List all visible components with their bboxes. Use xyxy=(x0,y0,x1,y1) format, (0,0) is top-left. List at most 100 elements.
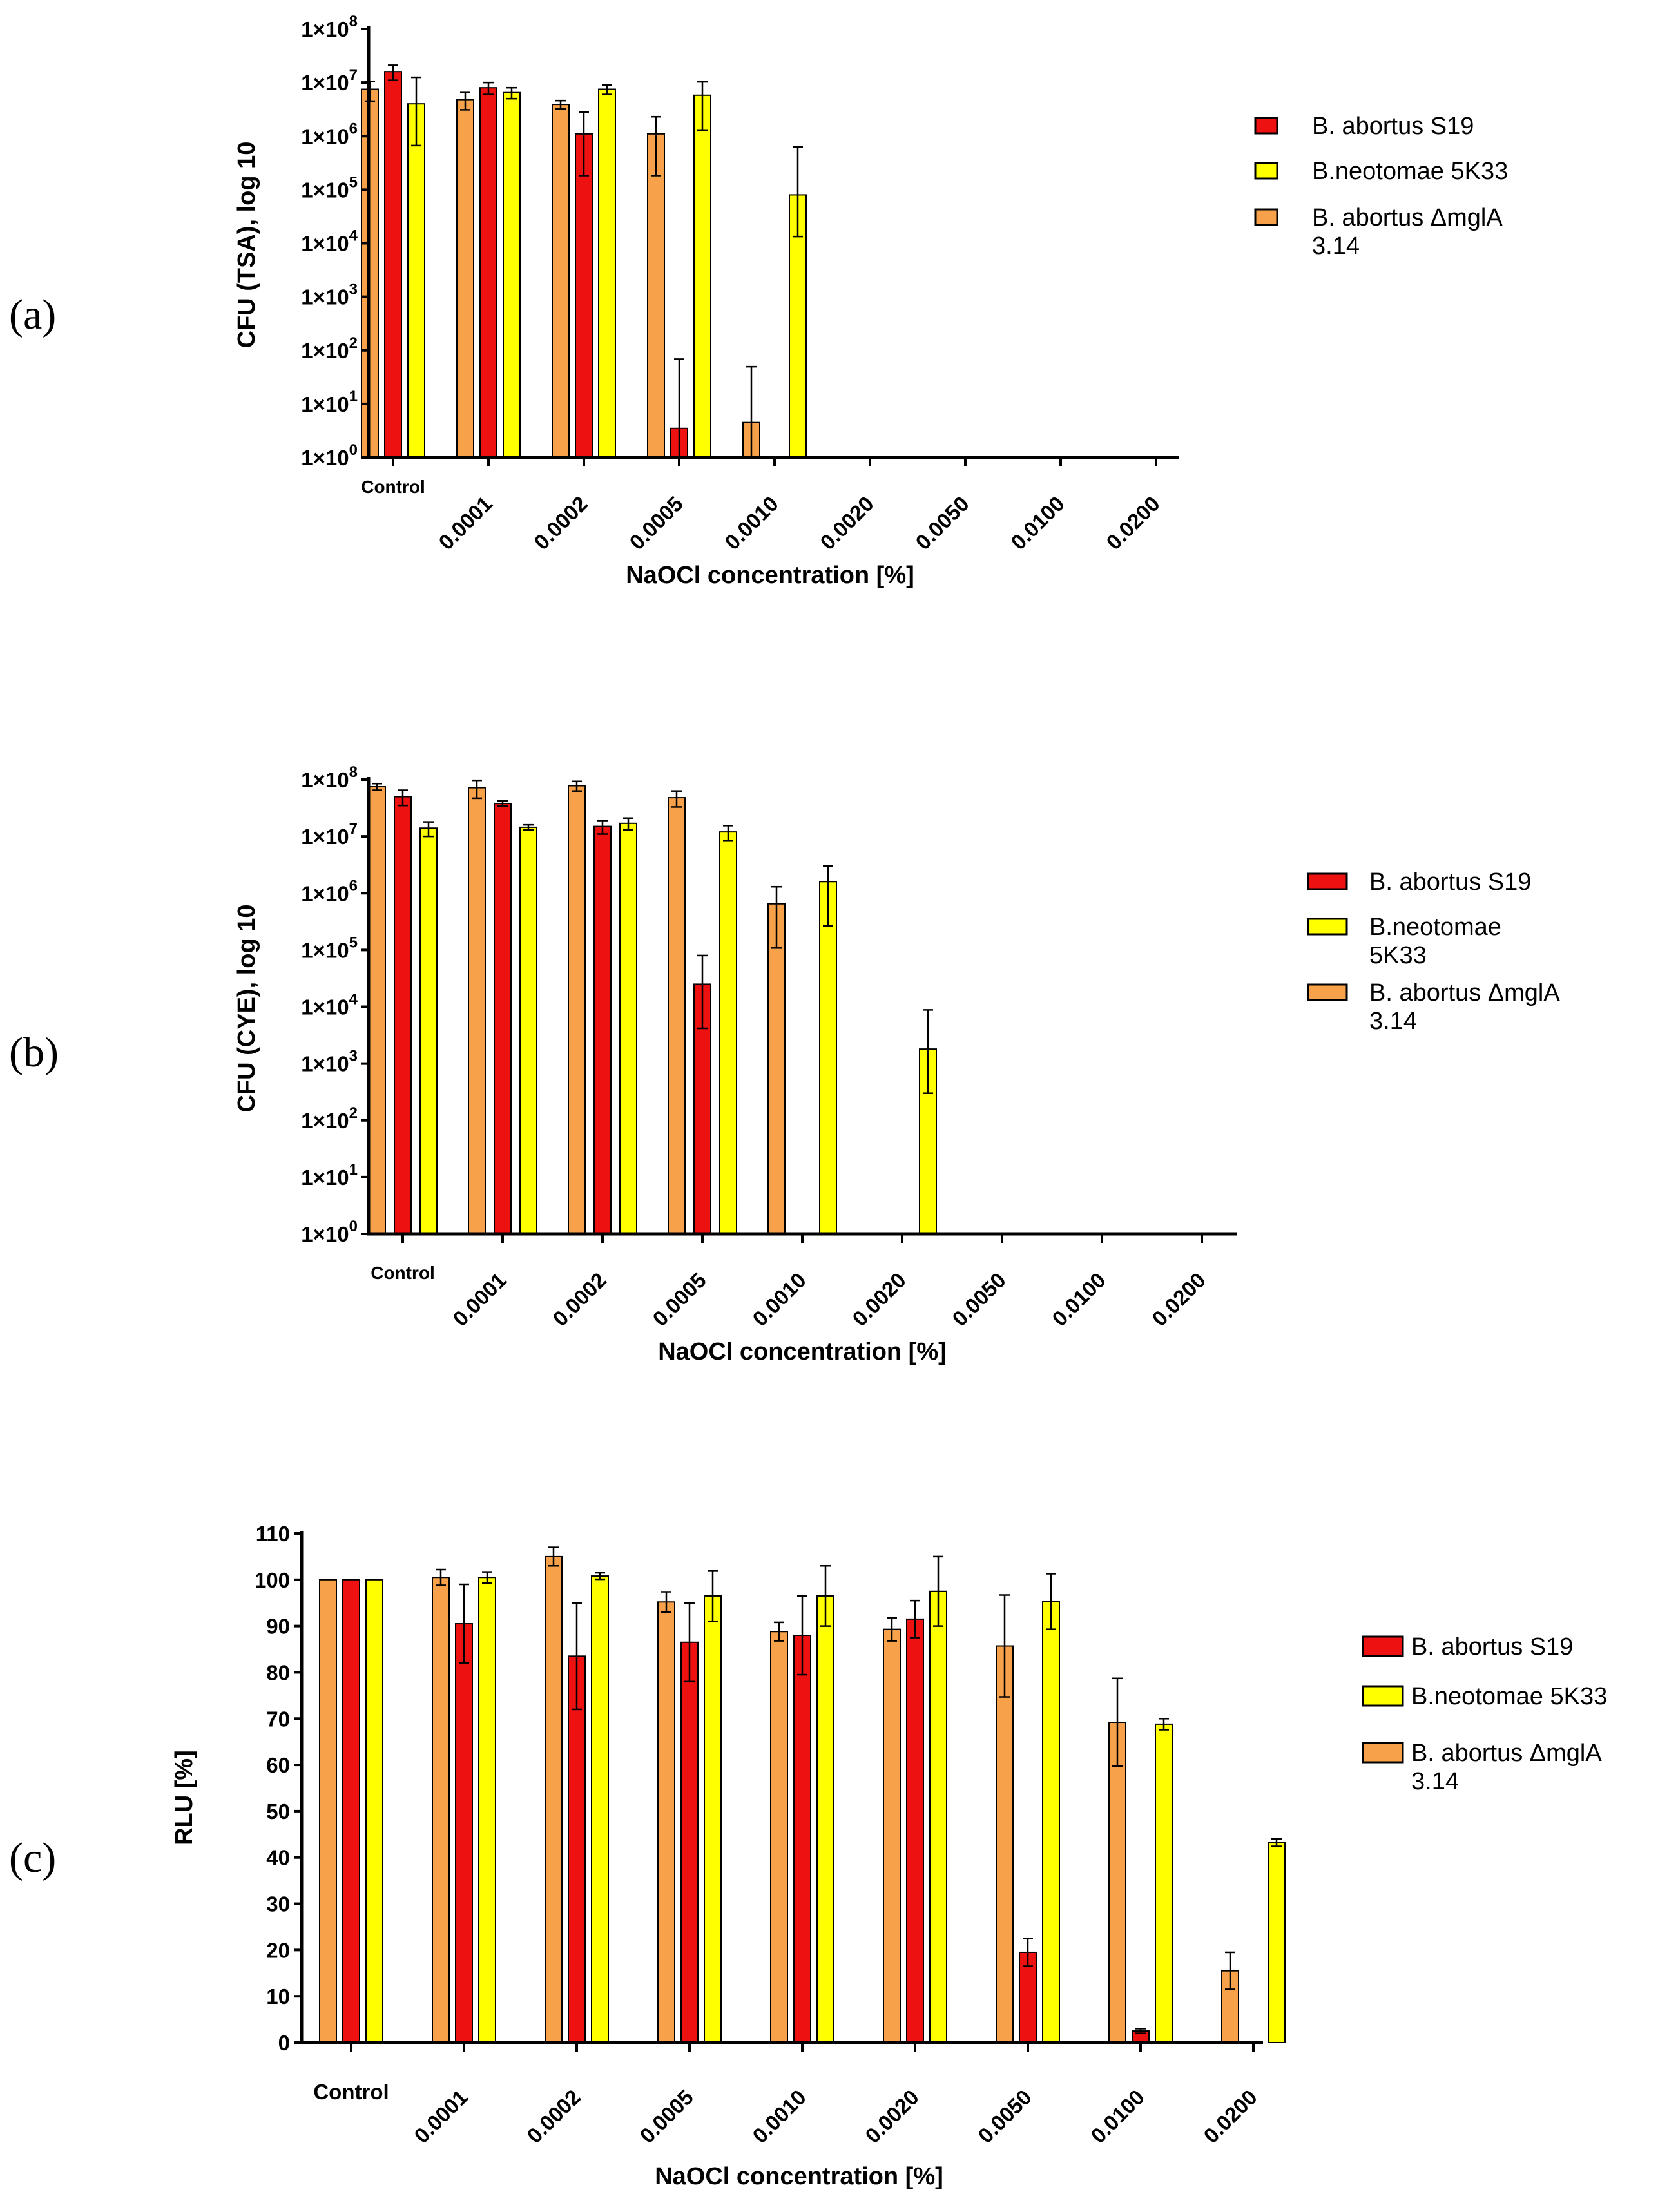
x-tick-label: Control xyxy=(313,2080,389,2104)
y-tick-label: 1×102 xyxy=(301,334,358,363)
x-axis-title: NaOCl concentration [%] xyxy=(655,2163,943,2190)
bar-b-neotomae-5k33-0-0005 xyxy=(719,831,737,1235)
legend-label: 3.14 xyxy=(1411,1768,1459,1795)
bar-b-neotomae-5k33-control xyxy=(420,827,438,1235)
bar-b-neotomae-5k33-0-0002 xyxy=(591,1575,609,2043)
legend-swatch-b-neotomae xyxy=(1362,1685,1404,1707)
bar-b-abortus-mgla-3-14-control xyxy=(319,1579,337,2043)
bar-b-abortus-mgla-3-14-0-0010 xyxy=(767,903,786,1235)
bar-b-abortus-mgla-3-14-0-0010 xyxy=(770,1631,788,2044)
y-tick-label: 30 xyxy=(266,1892,290,1916)
legend-label: B. abortus S19 xyxy=(1312,113,1474,140)
legend-label: B.neotomae 5K33 xyxy=(1411,1683,1607,1710)
y-tick-label: 110 xyxy=(256,1522,290,1546)
x-axis-title: NaOCl concentration [%] xyxy=(658,1338,947,1365)
bar-b-neotomae-5k33-0-0100 xyxy=(1155,1723,1173,2043)
y-tick-label: 1×103 xyxy=(301,281,358,309)
y-axis-title: RLU [%] xyxy=(171,1750,198,1845)
legend-label: 3.14 xyxy=(1369,1008,1417,1035)
y-tick-label: 1×108 xyxy=(301,13,358,41)
y-tick-label: 1×105 xyxy=(301,934,358,962)
legend-swatch-b-neotomae xyxy=(1254,162,1278,180)
legend-label: B. abortus ΔmglA xyxy=(1312,204,1503,231)
y-tick-label: 1×104 xyxy=(301,227,358,256)
y-tick-label: 60 xyxy=(266,1753,290,1777)
bar-b-abortus-s19-0-0005 xyxy=(680,1641,699,2043)
bar-b-abortus-mgla-3-14-0-0001 xyxy=(432,1577,450,2043)
y-tick-label: 90 xyxy=(266,1615,290,1639)
y-axis-title: CFU (TSA), log 10 xyxy=(233,142,260,349)
panel-label-a: (a) xyxy=(9,291,56,338)
bar-b-abortus-s19-0-0002 xyxy=(568,1655,586,2043)
y-tick-label: 1×106 xyxy=(301,120,358,148)
legend-label: B.neotomae 5K33 xyxy=(1312,158,1508,185)
legend-swatch-b-abortus-s19 xyxy=(1307,872,1348,890)
bar-b-neotomae-5k33-0-0010 xyxy=(816,1595,834,2044)
panel-label-b: (b) xyxy=(9,1029,59,1076)
y-tick-label: 1×100 xyxy=(301,441,358,470)
y-tick-label: 1×108 xyxy=(301,764,358,792)
bar-b-neotomae-5k33-0-0005 xyxy=(693,94,711,459)
bar-b-abortus-s19-0-0002 xyxy=(593,825,612,1235)
bar-b-neotomae-5k33-control xyxy=(365,1579,383,2043)
bar-b-abortus-mgla-3-14-0-0005 xyxy=(668,797,686,1235)
y-tick-label: 50 xyxy=(266,1800,290,1823)
legend: B. abortus S19 B.neotomae 5K33 B. abortus … xyxy=(1254,113,1508,260)
y-tick-label: 70 xyxy=(266,1707,290,1731)
legend-label: B. abortus ΔmglA xyxy=(1411,1740,1602,1767)
y-tick-label: 20 xyxy=(266,1938,290,1962)
y-tick-label: 1×100 xyxy=(301,1218,358,1246)
bar-b-abortus-s19-0-0020 xyxy=(906,1618,924,2043)
legend-swatch-b-abortus-s19 xyxy=(1362,1635,1404,1657)
bar-b-abortus-mgla-3-14-0-0005 xyxy=(647,133,665,458)
bar-b-neotomae-5k33-0-0001 xyxy=(519,826,537,1235)
y-tick-label: 1×103 xyxy=(301,1048,358,1076)
y-tick-label: 0 xyxy=(278,2031,290,2055)
bar-b-neotomae-5k33-0-0002 xyxy=(619,822,637,1235)
y-tick-label: 1×105 xyxy=(301,173,358,202)
y-tick-label: 1×101 xyxy=(301,1161,358,1189)
legend-label: 5K33 xyxy=(1369,942,1427,969)
y-tick-label: 1×102 xyxy=(301,1104,358,1133)
bar-b-abortus-s19-0-0001 xyxy=(455,1623,473,2043)
bar-b-abortus-s19-control xyxy=(384,71,402,458)
bar-b-abortus-mgla-3-14-0-0002 xyxy=(552,104,570,459)
legend-swatch-b-neotomae xyxy=(1307,918,1348,936)
legend-swatch-b-abortus-mgla xyxy=(1307,983,1348,1001)
bar-b-neotomae-5k33-0-0020 xyxy=(929,1590,947,2043)
legend: B. abortus S19 B.neotomae 5K33 B. abortus … xyxy=(1362,1633,1607,1795)
bar-b-abortus-mgla-3-14-0-0002 xyxy=(568,785,586,1235)
bar-b-neotomae-5k33-0-0050 xyxy=(1042,1601,1060,2043)
y-axis-title: CFU (CYE), log 10 xyxy=(233,904,260,1112)
x-tick-label: Control xyxy=(371,1263,435,1283)
y-tick-label: 80 xyxy=(266,1660,290,1684)
legend-label: 3.14 xyxy=(1312,233,1360,260)
y-tick-label: 1×107 xyxy=(301,820,358,849)
legend-label: B.neotomae xyxy=(1369,914,1501,941)
y-tick-label: 1×101 xyxy=(301,388,358,416)
bar-b-neotomae-5k33-0-0200 xyxy=(1268,1842,1286,2043)
bar-b-neotomae-5k33-0-0005 xyxy=(704,1595,722,2044)
legend-swatch-b-abortus-s19 xyxy=(1254,117,1278,135)
bar-b-neotomae-5k33-0-0002 xyxy=(598,88,616,458)
bar-b-abortus-s19-0-0001 xyxy=(494,803,512,1235)
y-tick-label: 1×107 xyxy=(301,66,358,95)
bar-b-neotomae-5k33-0-0010 xyxy=(819,881,837,1235)
y-tick-label: 1×104 xyxy=(301,991,358,1019)
bar-b-abortus-s19-control xyxy=(394,796,412,1235)
legend-label: B. abortus ΔmglA xyxy=(1369,979,1560,1006)
bar-b-abortus-s19-0-0001 xyxy=(479,87,497,458)
bar-b-abortus-s19-control xyxy=(342,1579,360,2043)
bar-b-neotomae-5k33-0-0001 xyxy=(478,1577,496,2043)
bar-b-abortus-mgla-3-14-0-0100 xyxy=(1108,1722,1126,2043)
bar-b-abortus-mgla-3-14-0-0050 xyxy=(996,1645,1014,2043)
legend-swatch-b-abortus-mgla xyxy=(1362,1742,1404,1764)
bar-b-abortus-mgla-3-14-0-0020 xyxy=(883,1628,901,2043)
bar-b-abortus-mgla-3-14-control xyxy=(368,786,386,1235)
bar-b-abortus-mgla-3-14-0-0002 xyxy=(545,1555,563,2044)
legend-label: B. abortus S19 xyxy=(1369,869,1531,896)
bar-b-neotomae-5k33-0-0001 xyxy=(503,91,521,458)
